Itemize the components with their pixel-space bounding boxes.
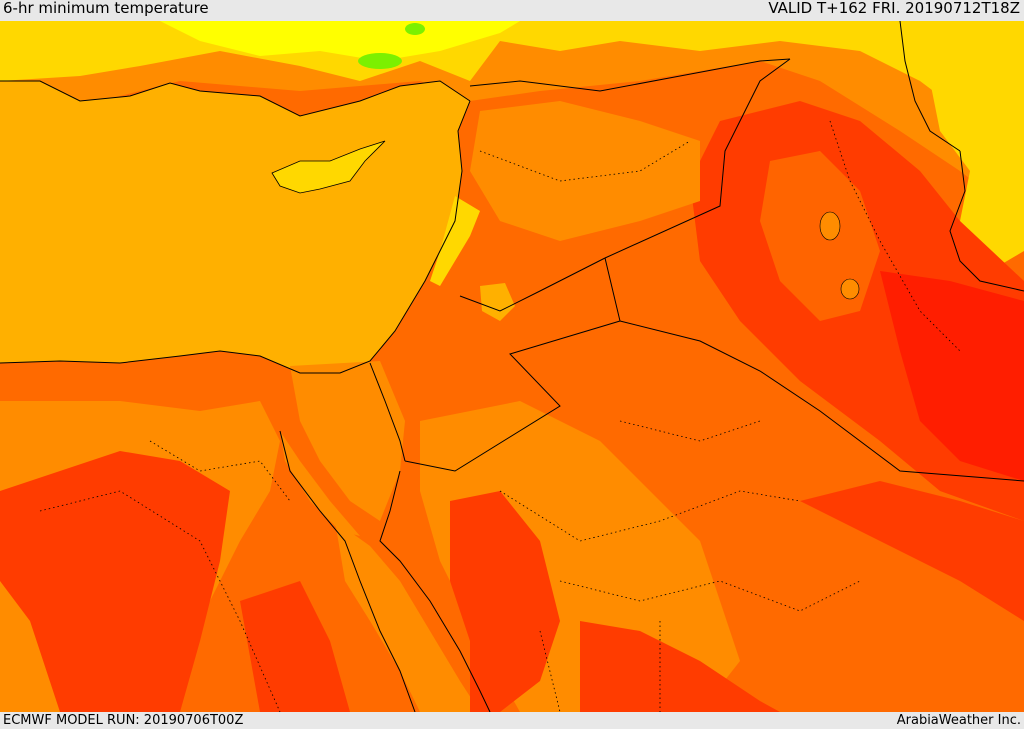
region-boundaries [39, 120, 961, 712]
temperature-map [0, 21, 1024, 712]
sinai-orange [290, 361, 405, 521]
model-run-label: ECMWF MODEL RUN: 20190706T00Z [3, 713, 244, 728]
jordan-border [459, 257, 606, 312]
iraq-deep-red [880, 271, 1024, 481]
coastline-redsea-west [279, 430, 416, 712]
jordan-saudi-border [404, 257, 621, 472]
iraq-orange-patch [760, 151, 880, 321]
caspian-yellow [920, 21, 1024, 271]
northern-bright-band [160, 21, 520, 61]
iraq-saudi-border [619, 320, 1024, 482]
cyprus-island [271, 140, 386, 194]
map-canvas [0, 21, 1024, 712]
arabia-red-west [450, 491, 560, 712]
credit-label: ArabiaWeather Inc. [896, 713, 1021, 728]
region-boundary-3 [149, 440, 291, 502]
lake-tharthar [819, 211, 841, 241]
footer-bar: ECMWF MODEL RUN: 20190706T00Z ArabiaWeat… [0, 712, 1024, 729]
jordan-orange-spot [480, 283, 515, 321]
gulf-red [800, 481, 1024, 621]
title-bar: 6-hr minimum temperature VALID T+162 FRI… [0, 0, 1024, 21]
egypt-red-south [240, 581, 350, 712]
map-title: 6-hr minimum temperature [3, 0, 209, 17]
syria-iraq-border [604, 58, 791, 259]
turkey-syria-border [469, 58, 791, 92]
syria-orange [470, 101, 700, 241]
valid-time: VALID T+162 FRI. 20190712T18Z [768, 0, 1020, 17]
borders [0, 21, 1024, 712]
coastline-redsea-east [379, 470, 491, 712]
region-boundary-2 [829, 120, 961, 352]
region-boundary-9 [539, 630, 561, 712]
turkey-iran-border [899, 21, 961, 152]
northern-band [0, 21, 1024, 221]
cool-spot [358, 53, 402, 69]
arabia-red-south [580, 621, 780, 712]
levant-coast [430, 196, 480, 286]
region-boundary-5 [499, 490, 801, 542]
egypt-israel-border [369, 362, 406, 462]
region-boundary-4 [39, 490, 281, 712]
cool-spot-2 [405, 23, 425, 35]
coastline-turkey [0, 80, 471, 117]
region-boundary-6 [559, 580, 861, 612]
iraq-iran-border [949, 150, 1024, 292]
region-boundary-7 [619, 420, 761, 442]
red-sea [335, 521, 480, 712]
lake-habbaniyah [840, 278, 860, 300]
coastline-med [0, 100, 471, 374]
egypt-red [0, 451, 230, 712]
